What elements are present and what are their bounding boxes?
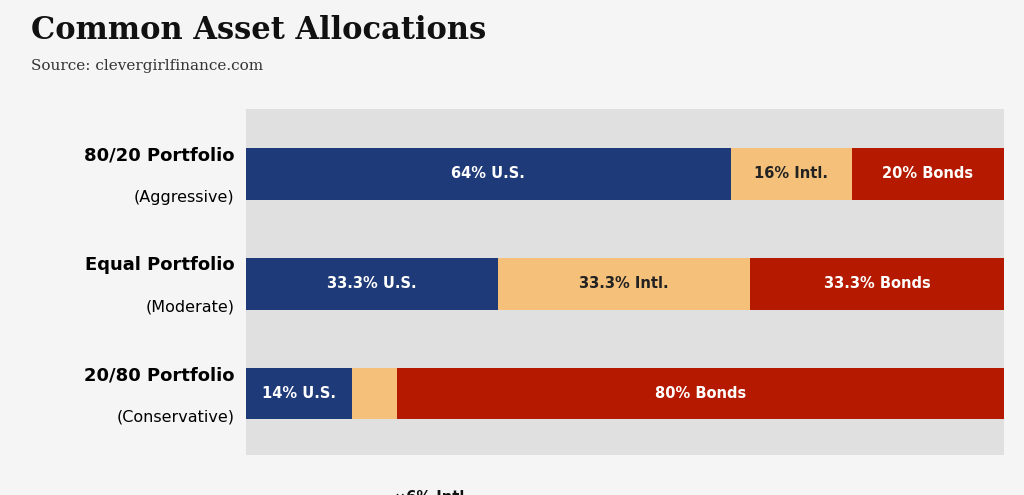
Bar xyxy=(731,148,852,200)
Bar xyxy=(246,148,731,200)
Bar xyxy=(852,148,1004,200)
Bar xyxy=(498,258,751,309)
Text: (Moderate): (Moderate) xyxy=(145,299,234,314)
Text: 64% U.S.: 64% U.S. xyxy=(452,166,525,181)
Text: ↔6% Intl.: ↔6% Intl. xyxy=(393,490,470,495)
Bar xyxy=(751,258,1004,309)
Text: 33.3% U.S.: 33.3% U.S. xyxy=(327,276,417,291)
Text: 80/20 Portfolio: 80/20 Portfolio xyxy=(84,147,234,165)
Text: Equal Portfolio: Equal Portfolio xyxy=(85,256,234,274)
FancyBboxPatch shape xyxy=(246,70,1004,495)
Text: Source: clevergirlfinance.com: Source: clevergirlfinance.com xyxy=(31,59,263,73)
Text: 80% Bonds: 80% Bonds xyxy=(654,386,746,401)
Bar xyxy=(246,258,498,309)
Text: 20% Bonds: 20% Bonds xyxy=(883,166,973,181)
Text: Common Asset Allocations: Common Asset Allocations xyxy=(31,15,486,46)
Bar xyxy=(246,367,352,419)
Text: 20/80 Portfolio: 20/80 Portfolio xyxy=(84,366,234,384)
Text: (Aggressive): (Aggressive) xyxy=(134,190,234,204)
Bar xyxy=(352,367,397,419)
Text: 14% U.S.: 14% U.S. xyxy=(262,386,336,401)
Text: 33.3% Intl.: 33.3% Intl. xyxy=(580,276,669,291)
Text: (Conservative): (Conservative) xyxy=(117,409,234,424)
Bar xyxy=(397,367,1004,419)
Text: 33.3% Bonds: 33.3% Bonds xyxy=(823,276,931,291)
Text: 16% Intl.: 16% Intl. xyxy=(755,166,828,181)
